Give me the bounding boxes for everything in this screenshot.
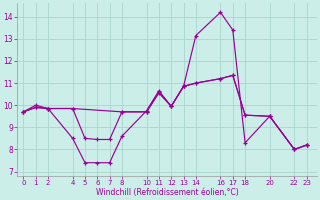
X-axis label: Windchill (Refroidissement éolien,°C): Windchill (Refroidissement éolien,°C)	[96, 188, 238, 197]
